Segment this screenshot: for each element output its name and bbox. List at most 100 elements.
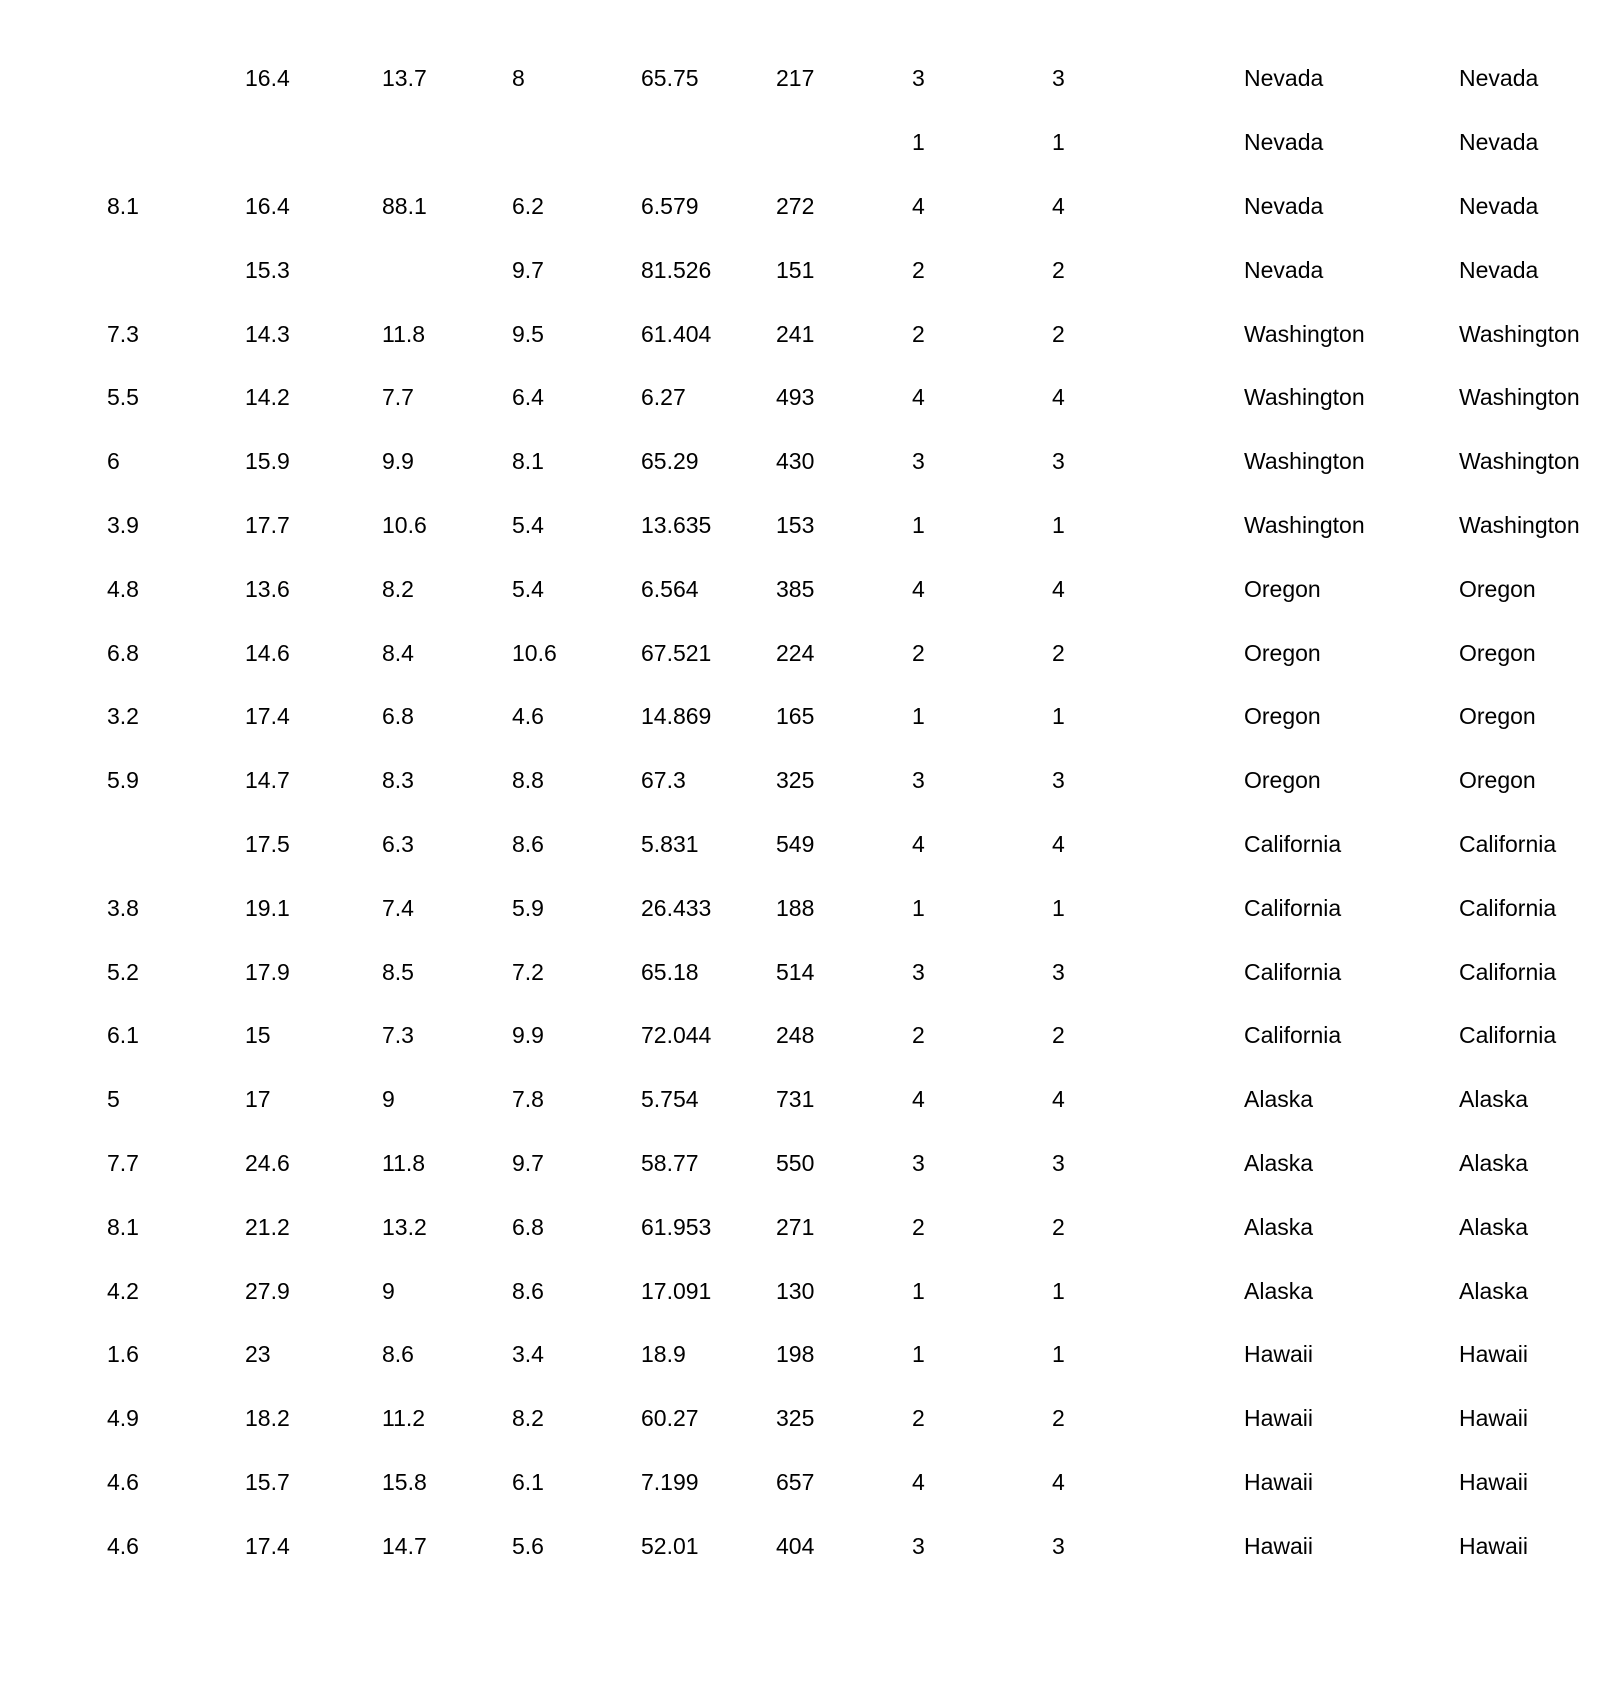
- table-cell: 5.5: [107, 384, 139, 411]
- table-cell: 52.01: [641, 1532, 699, 1559]
- table-cell: 8.8: [512, 767, 544, 794]
- table-cell: 188: [776, 894, 815, 921]
- table-cell: 1: [912, 703, 925, 730]
- table-cell: Nevada: [1244, 192, 1324, 219]
- table-cell: 3: [912, 767, 925, 794]
- table-cell: 8.1: [107, 1213, 139, 1240]
- table-row: 4.2 27.9 9 8.6 17.091 130 1 1 Alaska Alaska: [107, 1259, 1623, 1323]
- table-cell: 5.831: [641, 830, 699, 857]
- table-cell: 9: [382, 1277, 395, 1304]
- table-cell: 11.8: [382, 320, 426, 347]
- table-body: 16.4 13.7 8 65.75 217 3 3 Nevada Nevada 1 1 Nevada N…: [107, 47, 1623, 1578]
- table-cell: Washington: [1244, 448, 1365, 475]
- table-cell: California: [1244, 894, 1342, 921]
- table-cell: Hawaii: [1459, 1341, 1529, 1368]
- table-cell: 7.199: [641, 1468, 699, 1495]
- table-cell: 4: [912, 830, 925, 857]
- table-cell: 2: [1052, 320, 1065, 347]
- table-cell: California: [1459, 958, 1557, 985]
- table-cell: 8.4: [382, 639, 414, 666]
- table-cell: Hawaii: [1459, 1468, 1529, 1495]
- table-cell: Oregon: [1459, 703, 1536, 730]
- table-cell: 9.9: [512, 1022, 544, 1049]
- table-cell: 4: [912, 1086, 925, 1113]
- table-row: 1 1 Nevada Nevada: [107, 111, 1623, 175]
- table-cell: 7.4: [382, 894, 414, 921]
- table-row: 6 15.9 9.9 8.1 65.29 430 3 3 Washington Washingto…: [107, 430, 1623, 494]
- table-row: 5 17 9 7.8 5.754 731 4 4 Alaska Alaska: [107, 1068, 1623, 1132]
- table-cell: 11.8: [382, 1149, 426, 1176]
- table-cell: 58.77: [641, 1149, 699, 1176]
- table-cell: 430: [776, 448, 815, 475]
- table-cell: 17.091: [641, 1277, 712, 1304]
- table-cell: 3: [1052, 958, 1065, 985]
- table-cell: 5.9: [107, 767, 139, 794]
- table-cell: 4: [912, 575, 925, 602]
- table-cell: 248: [776, 1022, 815, 1049]
- table-cell: 26.433: [641, 894, 712, 921]
- table-row: 3.8 19.1 7.4 5.9 26.433 188 1 1 California Califo…: [107, 876, 1623, 940]
- table-cell: Hawaii: [1244, 1341, 1314, 1368]
- table-cell: 9.7: [512, 1149, 544, 1176]
- table-cell: 6: [107, 448, 120, 475]
- table-cell: 8: [512, 65, 525, 92]
- table-cell: 13.6: [245, 575, 290, 602]
- table-cell: 3: [912, 1532, 925, 1559]
- table-cell: 9: [382, 1086, 395, 1113]
- table-cell: Washington: [1459, 448, 1580, 475]
- table-cell: 325: [776, 767, 815, 794]
- table-cell: [107, 47, 245, 111]
- table-row: 15.3 9.7 81.526 151 2 2 Nevada Nevada: [107, 238, 1623, 302]
- table-cell: 5: [107, 1086, 120, 1113]
- table-row: 5.5 14.2 7.7 6.4 6.27 493 4 4 Washington Washingt…: [107, 366, 1623, 430]
- table-cell: Oregon: [1459, 639, 1536, 666]
- table-cell: Hawaii: [1244, 1468, 1314, 1495]
- table-cell: 14.7: [245, 767, 290, 794]
- table-cell: 4.6: [107, 1532, 139, 1559]
- table-cell: 7.7: [382, 384, 414, 411]
- table-cell: 385: [776, 575, 815, 602]
- table-cell: 7.3: [107, 320, 139, 347]
- table-cell: Oregon: [1459, 575, 1536, 602]
- table-cell: 18.9: [641, 1341, 686, 1368]
- table-cell: 3: [912, 448, 925, 475]
- table-cell: 4: [1052, 830, 1065, 857]
- table-cell: Alaska: [1244, 1277, 1314, 1304]
- table-cell: 65.75: [641, 65, 699, 92]
- table-cell: 3: [1052, 65, 1065, 92]
- table-cell: 17.4: [245, 703, 290, 730]
- table-cell: Alaska: [1244, 1149, 1314, 1176]
- table-cell: 6.8: [107, 639, 139, 666]
- table-cell: 67.3: [641, 767, 686, 794]
- table-cell: Nevada: [1459, 192, 1539, 219]
- table-cell: 14.3: [245, 320, 290, 347]
- table-cell: 6.8: [512, 1213, 544, 1240]
- table-cell: 61.953: [641, 1213, 712, 1240]
- table-cell: Washington: [1459, 320, 1580, 347]
- table-cell: Oregon: [1244, 703, 1321, 730]
- table-cell: 13.635: [641, 511, 712, 538]
- table-cell: 5.9: [512, 894, 544, 921]
- table-cell: 224: [776, 639, 815, 666]
- table-cell: 6.564: [641, 575, 699, 602]
- table-cell: 4: [1052, 575, 1065, 602]
- table-cell: 4: [1052, 1086, 1065, 1113]
- table-cell: 14.7: [382, 1532, 427, 1559]
- table-cell: Alaska: [1244, 1213, 1314, 1240]
- table-cell: 14.869: [641, 703, 712, 730]
- table-cell: 1: [1052, 894, 1065, 921]
- table-cell: 657: [776, 1468, 815, 1495]
- table-cell: 9.5: [512, 320, 544, 347]
- table-row: 4.6 17.4 14.7 5.6 52.01 404 3 3 Hawaii Hawaii: [107, 1514, 1623, 1578]
- table-row: 5.9 14.7 8.3 8.8 67.3 325 3 3 Oregon Oregon: [107, 749, 1623, 813]
- table-cell: 325: [776, 1405, 815, 1432]
- table-cell: 15.3: [245, 256, 290, 283]
- table-cell: 3: [1052, 1149, 1065, 1176]
- table-cell: 72.044: [641, 1022, 712, 1049]
- table-cell: 2: [912, 1022, 925, 1049]
- table-cell: Nevada: [1244, 65, 1324, 92]
- table-cell: [245, 111, 382, 175]
- table-cell: 17.9: [245, 958, 290, 985]
- table-cell: Washington: [1459, 511, 1580, 538]
- table-cell: 4: [1052, 192, 1065, 219]
